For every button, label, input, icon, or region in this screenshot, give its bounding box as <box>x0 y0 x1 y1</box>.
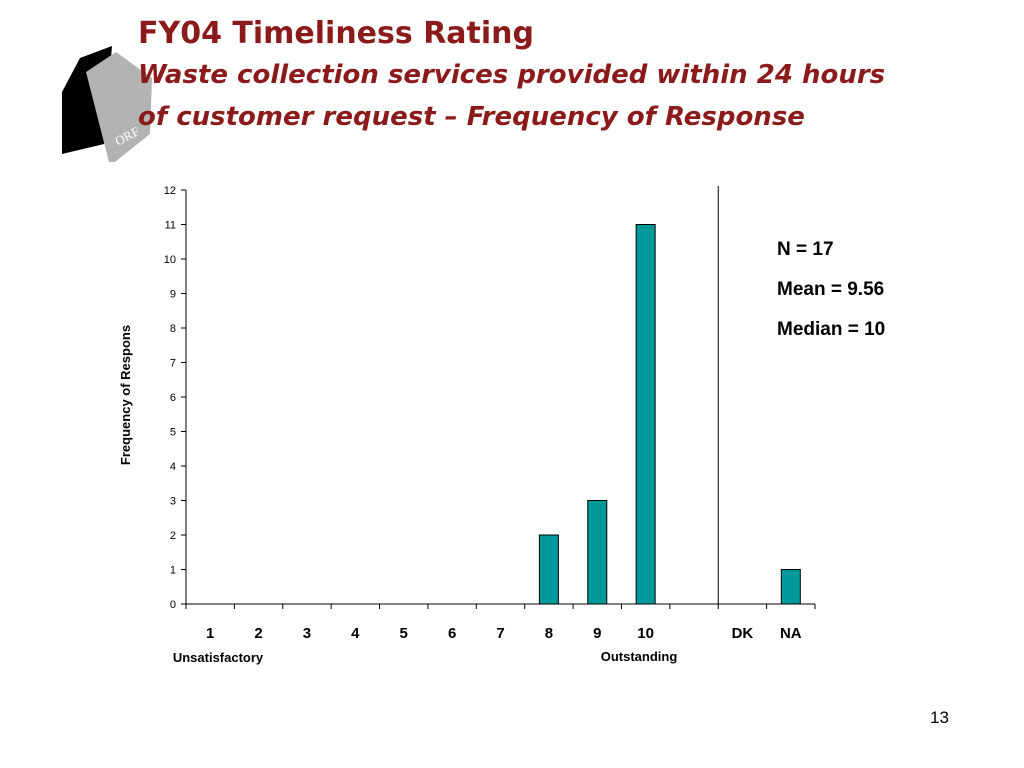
slide-subtitle-line-2: of customer request – Frequency of Respo… <box>138 102 805 132</box>
x-tick-label: 7 <box>496 625 504 642</box>
stat-n: N = 17 <box>777 239 834 260</box>
y-tick-label: 12 <box>164 185 176 197</box>
slide-subtitle-line-1: Waste collection services provided withi… <box>138 60 886 90</box>
y-tick-label: 9 <box>170 289 176 301</box>
bar-8 <box>538 534 559 605</box>
x-tick-label: 1 <box>206 625 214 642</box>
y-tick-label: 11 <box>165 220 176 232</box>
stat-mean: Mean = 9.56 <box>777 279 885 300</box>
x-tick-label: NA <box>780 625 802 642</box>
x-tick-labels: 1 2 3 4 5 6 7 8 9 10 DK NA <box>206 625 802 642</box>
x-tick-label: 8 <box>545 625 553 642</box>
title-block: FY04 Timeliness Rating Waste collection … <box>138 14 1018 138</box>
page-number: 13 <box>930 708 949 727</box>
x-tick-label: 3 <box>303 625 311 642</box>
y-tick-label: 0 <box>170 599 176 611</box>
x-tick-label: 9 <box>593 625 601 642</box>
logo-gray-shape <box>86 52 152 162</box>
x-tick-label: 4 <box>351 625 360 642</box>
y-tick-label: 7 <box>170 358 176 370</box>
x-tick-label: 10 <box>637 625 654 642</box>
y-tick-label: 4 <box>170 461 176 473</box>
y-tick-label: 2 <box>170 530 176 542</box>
y-tick-label: 5 <box>170 427 176 439</box>
scale-high-label: Outstanding <box>601 649 678 664</box>
bars <box>538 224 801 605</box>
bar-NA <box>780 569 801 605</box>
x-tick-label: 5 <box>400 625 408 642</box>
scale-low-label: Unsatisfactory <box>173 650 264 665</box>
summary-stats: N = 17 Mean = 9.56 Median = 10 <box>777 230 885 350</box>
bar-10 <box>635 224 656 605</box>
y-tick-label: 6 <box>170 392 176 404</box>
y-tick-label: 8 <box>170 323 176 335</box>
chart-axes <box>185 186 816 609</box>
orf-logo: ORF <box>62 46 152 162</box>
x-tick-label: DK <box>732 625 754 642</box>
stat-median: Median = 10 <box>777 319 886 340</box>
slide-title: FY04 Timeliness Rating <box>138 16 534 51</box>
bar-9 <box>587 500 608 605</box>
y-tick-label: 1 <box>170 565 176 577</box>
x-tick-label: 6 <box>448 625 456 642</box>
y-axis-label: Frequency of Respons <box>118 325 133 465</box>
y-tick-label: 10 <box>164 254 176 266</box>
y-tick-label: 3 <box>170 496 176 508</box>
x-tick-label: 2 <box>254 625 262 642</box>
